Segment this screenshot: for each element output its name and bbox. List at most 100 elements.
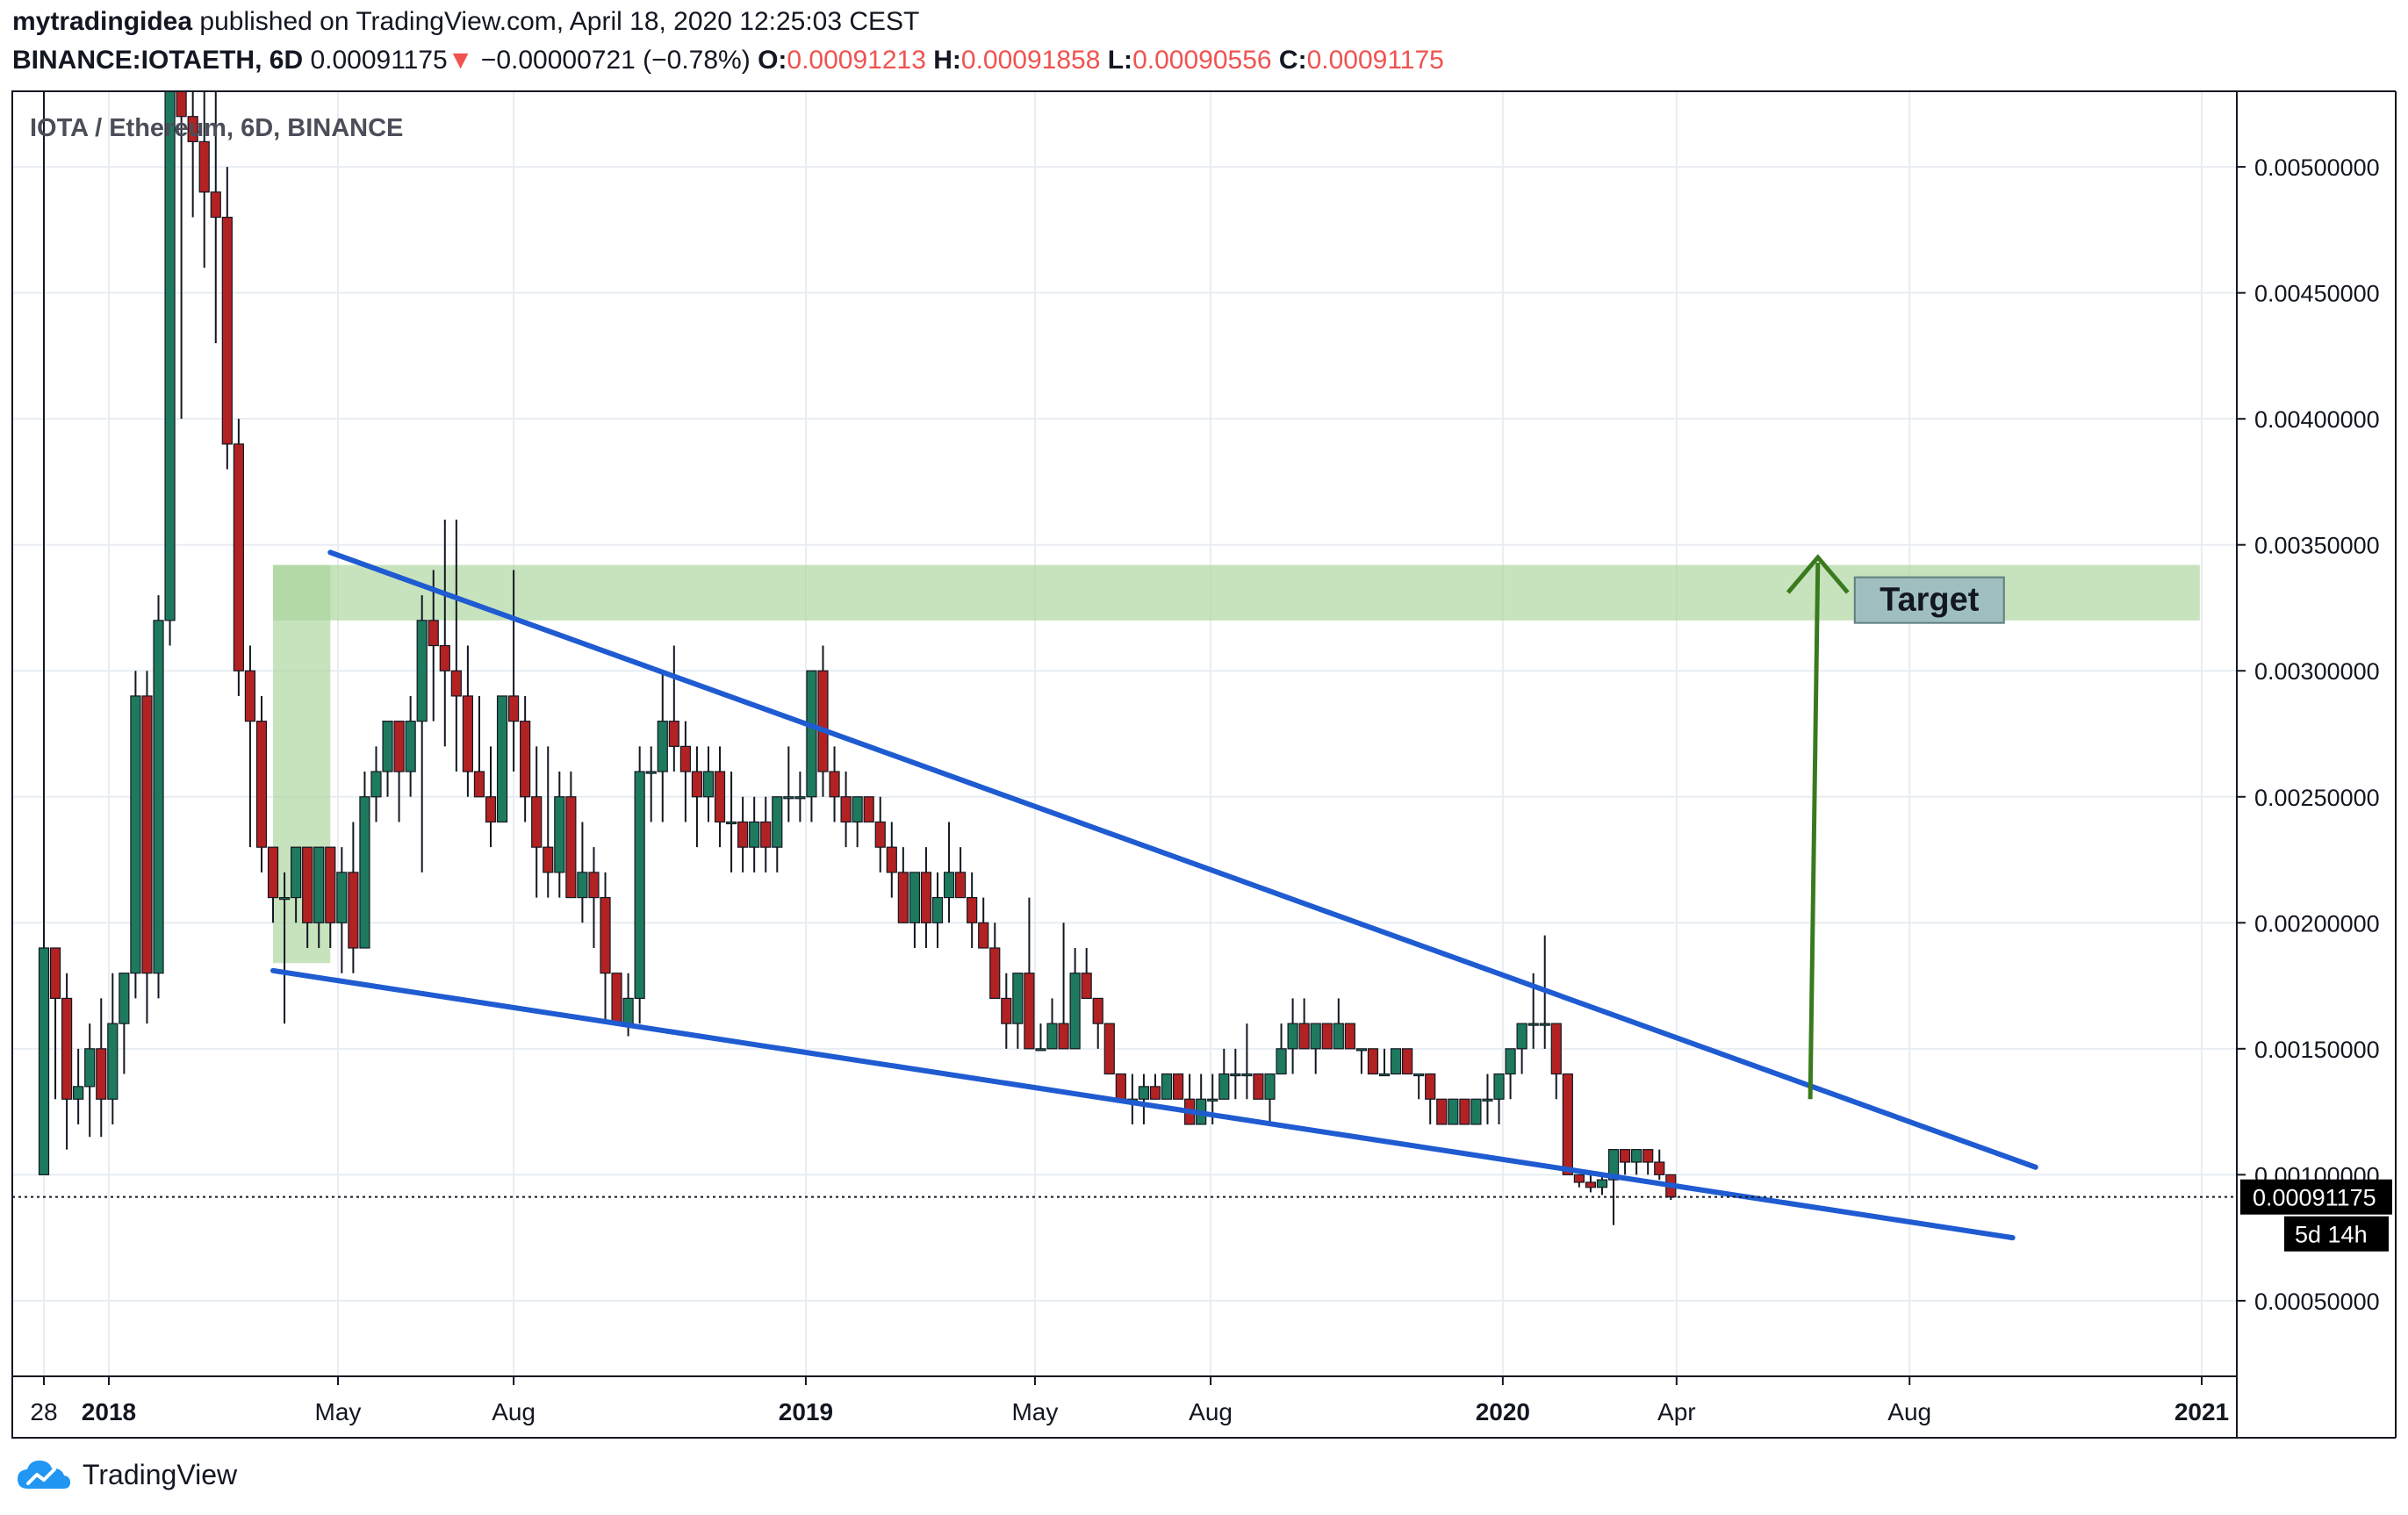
candle-down: [611, 973, 622, 1024]
candle-body: [255, 721, 268, 848]
candle-body: [577, 872, 588, 899]
candle-down: [1573, 1174, 1585, 1188]
candle-down: [96, 998, 107, 1138]
time-tick-label: May: [1011, 1398, 1058, 1425]
candle-body: [657, 721, 668, 772]
close-label: C:: [1278, 46, 1307, 75]
candle-down: [221, 167, 233, 470]
candle-body: [725, 821, 737, 825]
candle-up: [1516, 1023, 1527, 1074]
price-axis[interactable]: 0.000500000.001000000.001500000.00200000…: [2237, 154, 2392, 1315]
tradingview-footer[interactable]: TradingView: [16, 1457, 237, 1492]
candle-down: [978, 897, 989, 949]
candle-body: [1172, 1073, 1184, 1100]
candle-body: [1436, 1098, 1448, 1125]
candle-body: [1585, 1181, 1597, 1188]
candle-down: [198, 91, 210, 268]
candle-down: [737, 796, 749, 872]
candle-up: [1012, 973, 1024, 1049]
candle-down: [302, 846, 313, 948]
candle-body: [840, 796, 852, 823]
tradingview-cloud-icon: [18, 1461, 70, 1489]
candle-body: [543, 846, 554, 873]
candle-body: [1527, 1023, 1539, 1026]
candle-body: [1425, 1073, 1436, 1100]
candle-down: [679, 721, 691, 822]
candle-up: [164, 90, 176, 646]
candle-up: [1310, 1023, 1321, 1074]
candle-down: [1298, 998, 1310, 1050]
candle-body: [1367, 1048, 1379, 1075]
candle-up: [657, 671, 668, 822]
candle-up: [336, 847, 348, 973]
drawings-layer[interactable]: Target: [12, 549, 2237, 1241]
candle-body: [1024, 973, 1035, 1050]
candle-body: [1035, 1048, 1046, 1052]
candle-body: [1596, 1179, 1608, 1188]
author-name[interactable]: mytradingidea: [12, 7, 193, 36]
candle-body: [622, 997, 634, 1024]
candle-up: [496, 695, 508, 823]
candle-up: [359, 772, 370, 949]
candle-body: [1539, 1023, 1550, 1026]
candle-up: [634, 746, 645, 1024]
candle-up: [1378, 1048, 1391, 1077]
candle-body: [1012, 973, 1024, 1024]
candle-up: [291, 846, 302, 923]
candle-body: [130, 695, 141, 974]
candle-body: [829, 771, 840, 798]
candle-down: [267, 846, 279, 923]
candle-body: [96, 1048, 107, 1100]
candle-body: [473, 771, 485, 798]
price-tick-label: 0.00300000: [2254, 658, 2380, 685]
high-value: 0.00091858: [960, 46, 1101, 75]
candle-down: [1321, 1023, 1333, 1050]
candle-body: [1505, 1048, 1516, 1075]
candle-body: [645, 771, 657, 774]
candle-body: [611, 973, 622, 1024]
candle-body: [508, 695, 520, 722]
price-tick-label: 0.00350000: [2254, 533, 2380, 559]
candle-down: [1367, 1048, 1379, 1075]
candle-down: [233, 419, 244, 696]
candle-body: [278, 896, 291, 901]
time-axis-border: [11, 1375, 2238, 1439]
price-tick-label: 0.00450000: [2254, 281, 2380, 307]
candle-up: [1355, 1048, 1368, 1074]
candle-up: [645, 746, 657, 822]
time-axis[interactable]: 28 2018 May Aug 2019 May Aug 2020 Apr Aug 2021: [30, 1376, 2229, 1425]
candle-up: [1230, 1048, 1241, 1100]
last-price: 0.00091175: [310, 46, 448, 75]
candle-down: [1619, 1149, 1631, 1175]
candle-up: [1448, 1098, 1459, 1125]
symbol-name[interactable]: BINANCE:IOTAETH, 6D: [12, 46, 304, 75]
candle-body: [1344, 1023, 1355, 1050]
upper-trendline: [327, 549, 2038, 1170]
candle-up: [554, 772, 565, 898]
candle-body: [806, 670, 817, 798]
candle-up: [1287, 998, 1298, 1074]
open-label: O:: [758, 46, 787, 75]
candle-up: [1276, 1023, 1287, 1075]
candle-down: [714, 746, 726, 848]
candle-down: [1642, 1149, 1654, 1175]
candle-up: [73, 1048, 84, 1124]
candle-body: [233, 443, 244, 671]
candle-body: [554, 796, 565, 873]
candles-layer: [38, 90, 1677, 1225]
price-tick-label: 0.00150000: [2254, 1037, 2380, 1063]
target-arrow-head-icon: [1786, 554, 1850, 594]
zone-layer: [273, 564, 2200, 964]
candle-down: [1459, 1098, 1470, 1125]
candle-body: [852, 796, 863, 823]
candle-body: [107, 1023, 119, 1100]
candle-body: [1058, 1023, 1069, 1050]
candle-up: [783, 746, 794, 822]
target-arrow-shaft: [1808, 563, 1821, 1100]
candle-down: [829, 746, 840, 822]
candle-up: [1607, 1149, 1620, 1225]
candle-up: [153, 595, 164, 999]
candle-body: [1619, 1149, 1631, 1163]
candle-up: [1470, 1098, 1482, 1125]
